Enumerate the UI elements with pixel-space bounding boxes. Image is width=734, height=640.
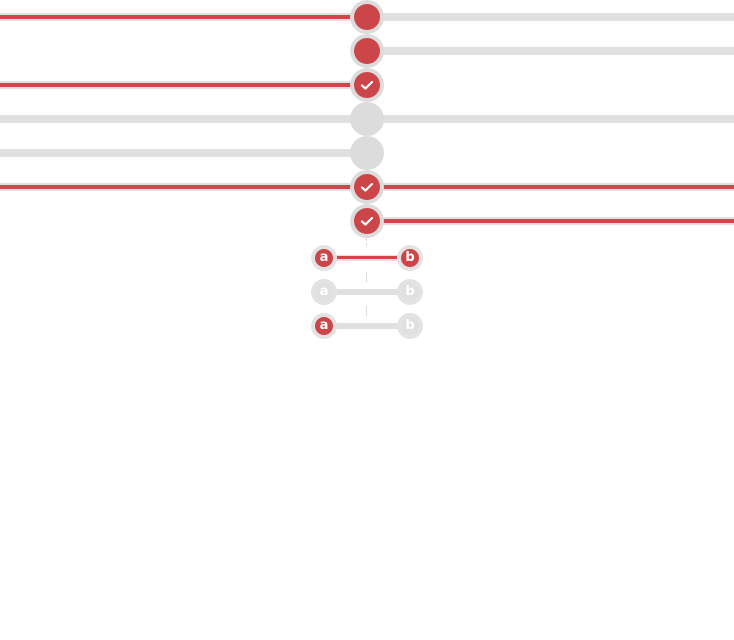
ab-row-3: a b	[311, 313, 423, 339]
ab-line	[329, 323, 405, 329]
step-node[interactable]	[350, 136, 384, 170]
node-b[interactable]: b	[397, 279, 423, 305]
node-core	[354, 174, 380, 200]
timeline-row-5	[0, 136, 734, 170]
right-track	[380, 47, 734, 55]
left-track	[0, 149, 354, 157]
node-b[interactable]: b	[397, 313, 423, 339]
ab-row-1: a b	[311, 245, 423, 271]
right-track	[380, 183, 734, 191]
timeline-row-1	[0, 0, 734, 34]
right-track	[380, 13, 734, 21]
left-track	[0, 13, 354, 21]
dot-icon	[354, 38, 380, 64]
node-core	[354, 72, 380, 98]
node-core	[354, 140, 380, 166]
ab-line	[329, 289, 405, 295]
node-a-label: a	[315, 249, 333, 267]
right-track	[380, 217, 734, 225]
node-b-label: b	[401, 283, 419, 301]
step-node[interactable]	[350, 68, 384, 102]
node-a-label: a	[315, 283, 333, 301]
left-track	[0, 115, 354, 123]
timeline-row-2	[0, 34, 734, 68]
node-a-label: a	[315, 317, 333, 335]
left-track-fill	[0, 185, 354, 189]
right-track-fill	[380, 219, 734, 223]
dashed-connector	[366, 238, 367, 246]
left-track-fill	[0, 15, 354, 19]
timeline-row-6	[0, 170, 734, 204]
step-node[interactable]	[350, 102, 384, 136]
check-icon	[360, 216, 374, 226]
node-a[interactable]: a	[311, 245, 337, 271]
node-b-label: b	[401, 249, 419, 267]
step-node[interactable]	[350, 0, 384, 34]
ab-line	[329, 255, 405, 261]
node-a[interactable]: a	[311, 279, 337, 305]
left-track	[0, 183, 354, 191]
right-track	[380, 115, 734, 123]
check-icon	[360, 182, 374, 192]
node-core	[354, 208, 380, 234]
node-a[interactable]: a	[311, 313, 337, 339]
dot-icon	[354, 4, 380, 30]
dashed-connector	[366, 272, 367, 282]
timeline-row-3	[0, 68, 734, 102]
node-core	[354, 106, 380, 132]
right-track-fill	[380, 185, 734, 189]
ab-line-fill	[329, 256, 405, 259]
left-track-fill	[0, 83, 354, 87]
left-track	[0, 81, 354, 89]
node-b[interactable]: b	[397, 245, 423, 271]
timeline-row-7	[0, 204, 734, 238]
step-node[interactable]	[350, 34, 384, 68]
check-icon	[360, 80, 374, 90]
node-b-label: b	[401, 317, 419, 335]
ab-row-2: a b	[311, 279, 423, 305]
dashed-connector	[366, 306, 367, 316]
timeline-row-4	[0, 102, 734, 136]
step-node[interactable]	[350, 204, 384, 238]
step-node[interactable]	[350, 170, 384, 204]
